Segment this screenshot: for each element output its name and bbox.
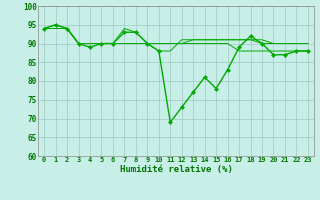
X-axis label: Humidité relative (%): Humidité relative (%)	[120, 165, 232, 174]
